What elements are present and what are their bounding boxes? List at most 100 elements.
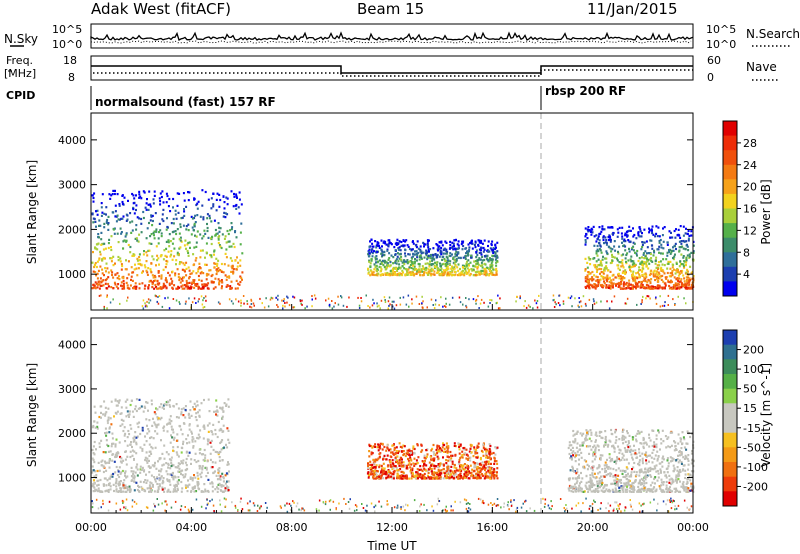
nsky-tick-bottom: 10^0 bbox=[52, 38, 82, 51]
velocity-cbar-swatch-6 bbox=[723, 418, 737, 434]
x-tick-label-0: 00:00 bbox=[75, 521, 107, 534]
power-colorbar: 28 24 20 16 12 8 4 bbox=[722, 120, 757, 297]
velocity-cbar-swatch-11 bbox=[723, 491, 737, 507]
nsearch-tick-bottom: 10^0 bbox=[706, 38, 736, 51]
power-cbar-swatch-8 bbox=[723, 237, 737, 253]
velocity-cbar-frame bbox=[722, 329, 738, 507]
nave-label: Nave bbox=[746, 60, 777, 74]
power-y-tick-label-1: 2000 bbox=[58, 223, 86, 236]
nsearch-line bbox=[90, 40, 692, 44]
velocity-cbar-swatch-5 bbox=[723, 403, 737, 419]
velocity-cbar-tick-label-2: 50 bbox=[743, 383, 757, 396]
velocity-cbar-tick-label-3: 15 bbox=[743, 402, 757, 415]
beam-label: Beam 15 bbox=[357, 0, 424, 18]
power-cbar-tick-label-4: 12 bbox=[743, 224, 757, 237]
velocity-y-tick-label-1: 2000 bbox=[58, 427, 86, 440]
power-cbar-swatch-11 bbox=[723, 281, 737, 297]
power-cbar-tick-label-0: 28 bbox=[743, 137, 757, 150]
power-y-tick-label-2: 3000 bbox=[58, 179, 86, 192]
nsky-trace bbox=[90, 31, 694, 44]
nsky-line bbox=[90, 31, 694, 41]
station-title: Adak West (fitACF) bbox=[91, 0, 231, 18]
velocity-data-layer bbox=[91, 398, 695, 513]
velocity-colorbar: 200 100 50 15 -15 -50 -100 -200 bbox=[722, 329, 768, 507]
nsky-panel-frame bbox=[90, 23, 694, 49]
power-ylabel: Slant Range [km] bbox=[25, 160, 39, 264]
power-cbar-tick-label-6: 4 bbox=[743, 268, 750, 281]
power-cbar-tick-label-2: 20 bbox=[743, 181, 757, 194]
freq-panel-frame bbox=[90, 55, 694, 81]
velocity-y-axis: 1000 2000 3000 4000 bbox=[58, 339, 693, 485]
velocity-y-tick-label-2: 3000 bbox=[58, 383, 86, 396]
power-cbar-swatch-5 bbox=[723, 193, 737, 209]
power-colorbar-label: Power [dB] bbox=[759, 179, 773, 244]
velocity-cbar-tick-label-1: 100 bbox=[743, 363, 764, 376]
x-tick-label-1: 04:00 bbox=[175, 521, 207, 534]
velocity-cbar-swatch-3 bbox=[723, 374, 737, 390]
power-cbar-swatch-1 bbox=[723, 135, 737, 151]
velocity-cbar-swatch-4 bbox=[723, 388, 737, 404]
power-cbar-swatch-9 bbox=[723, 252, 737, 268]
nsky-tick-top: 10^5 bbox=[52, 23, 82, 36]
velocity-cbar-swatch-7 bbox=[723, 432, 737, 448]
freq-unit-label: [MHz] bbox=[4, 67, 36, 80]
power-feature-2 bbox=[367, 238, 499, 277]
nsky-label: N.Sky bbox=[4, 32, 38, 46]
velocity-cbar-swatch-0 bbox=[723, 330, 737, 346]
power-cbar-swatch-2 bbox=[723, 150, 737, 166]
freq-tick-bottom: 8 bbox=[68, 71, 75, 84]
velocity-cbar-swatch-9 bbox=[723, 462, 737, 478]
x-tick-label-2: 08:00 bbox=[276, 521, 308, 534]
velocity-colorbar-label: Velocity [m s^-1] bbox=[759, 363, 773, 467]
cpid-segment-2: rbsp 200 RF bbox=[545, 84, 626, 98]
x-tick-label-3: 12:00 bbox=[376, 521, 408, 534]
x-tick-label-4: 16:00 bbox=[476, 521, 508, 534]
power-cbar-tick-label-3: 16 bbox=[743, 203, 757, 216]
velocity-cbar-swatch-1 bbox=[723, 344, 737, 360]
power-panel-bg bbox=[91, 113, 693, 310]
velocity-near-range-scatter bbox=[91, 497, 693, 513]
power-cbar-swatch-6 bbox=[723, 208, 737, 224]
power-feature-1 bbox=[91, 189, 244, 290]
velocity-y-tick-label-0: 1000 bbox=[58, 472, 86, 485]
power-cbar-swatch-4 bbox=[723, 179, 737, 195]
power-near-range-scatter bbox=[98, 294, 694, 310]
velocity-feature-1 bbox=[91, 398, 231, 493]
power-cbar-swatch-10 bbox=[723, 266, 737, 282]
x-tick-label-5: 20:00 bbox=[577, 521, 609, 534]
velocity-y-tick-label-3: 4000 bbox=[58, 339, 86, 352]
power-cbar-tick-label-5: 8 bbox=[743, 246, 750, 259]
power-data-layer bbox=[91, 189, 695, 310]
nave-tick-bottom: 0 bbox=[707, 71, 714, 84]
velocity-cbar-swatch-8 bbox=[723, 447, 737, 463]
nave-tick-top: 60 bbox=[707, 54, 721, 67]
time-axis-label: Time UT bbox=[366, 539, 417, 553]
velocity-cbar-swatch-2 bbox=[723, 359, 737, 375]
power-cbar-swatch-3 bbox=[723, 164, 737, 180]
velocity-cbar-tick-label-6: -100 bbox=[743, 461, 768, 474]
freq-trace bbox=[91, 65, 693, 74]
x-tick-label-6: 00:00 bbox=[677, 521, 709, 534]
velocity-feature-2 bbox=[366, 442, 499, 480]
power-y-tick-label-3: 4000 bbox=[58, 134, 86, 147]
cpid-segment-1: normalsound (fast) 157 RF bbox=[95, 95, 276, 109]
nsearch-tick-top: 10^5 bbox=[706, 23, 736, 36]
velocity-cbar-tick-label-7: -200 bbox=[743, 480, 768, 493]
freq-tick-top: 18 bbox=[63, 54, 77, 67]
power-cbar-swatch-7 bbox=[723, 223, 737, 239]
velocity-ylabel: Slant Range [km] bbox=[25, 363, 39, 467]
freq-label: Freq. bbox=[6, 54, 33, 67]
power-y-axis: 1000 2000 3000 4000 bbox=[58, 134, 693, 281]
date-label: 11/Jan/2015 bbox=[587, 0, 678, 18]
velocity-cbar-tick-label-4: -15 bbox=[743, 422, 761, 435]
velocity-cbar-tick-label-5: -50 bbox=[743, 441, 761, 454]
power-y-tick-label-0: 1000 bbox=[58, 268, 86, 281]
power-cbar-tick-label-1: 24 bbox=[743, 159, 757, 172]
power-cbar-swatch-0 bbox=[723, 121, 737, 137]
velocity-cbar-tick-label-0: 200 bbox=[743, 344, 764, 357]
velocity-feature-3 bbox=[567, 428, 695, 493]
velocity-cbar-swatch-10 bbox=[723, 476, 737, 492]
nsearch-label: N.Search bbox=[746, 27, 800, 41]
cpid-label: CPID bbox=[6, 89, 35, 102]
